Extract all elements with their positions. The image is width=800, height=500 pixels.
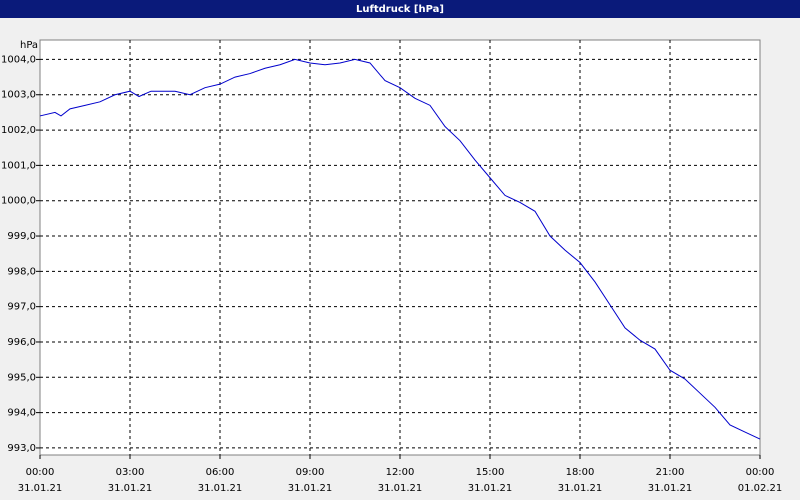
- title-bar: [0, 0, 800, 18]
- y-tick-label: 1000,0: [1, 196, 36, 207]
- x-tick-date: 31.01.21: [378, 483, 423, 494]
- y-tick-label: 998,0: [7, 266, 36, 277]
- x-tick-label: 00:00: [26, 467, 55, 478]
- y-tick-label: 994,0: [7, 408, 36, 419]
- y-tick-label: 1004,0: [1, 54, 36, 65]
- y-tick-label: 1001,0: [1, 160, 36, 171]
- x-tick-date: 31.01.21: [198, 483, 243, 494]
- y-tick-label: 1002,0: [1, 125, 36, 136]
- x-tick-label: 15:00: [476, 467, 505, 478]
- plot-area: [39, 39, 761, 456]
- x-tick-date: 01.02.21: [738, 483, 783, 494]
- x-tick-label: 21:00: [656, 467, 685, 478]
- y-tick-label: 995,0: [7, 372, 36, 383]
- y-unit: hPa: [20, 40, 38, 51]
- x-tick-label: 09:00: [296, 467, 325, 478]
- x-tick-label: 12:00: [386, 467, 415, 478]
- x-tick-label: 18:00: [566, 467, 595, 478]
- x-tick-date: 31.01.21: [288, 483, 333, 494]
- x-tick-date: 31.01.21: [468, 483, 513, 494]
- y-tick-label: 996,0: [7, 337, 36, 348]
- x-tick-label: 06:00: [206, 467, 235, 478]
- x-tick-date: 31.01.21: [648, 483, 693, 494]
- y-tick-label: 1003,0: [1, 90, 36, 101]
- x-tick-label: 03:00: [116, 467, 145, 478]
- x-tick-date: 31.01.21: [18, 483, 63, 494]
- data-line: [39, 58, 761, 440]
- y-tick-label: 993,0: [7, 443, 36, 454]
- y-tick-label: 997,0: [7, 302, 36, 313]
- x-tick-label: 00:00: [746, 467, 775, 478]
- y-tick-label: 999,0: [7, 231, 36, 242]
- x-tick-date: 31.01.21: [558, 483, 603, 494]
- chart-title: Luftdruck [hPa]: [356, 4, 444, 15]
- x-tick-date: 31.01.21: [108, 483, 153, 494]
